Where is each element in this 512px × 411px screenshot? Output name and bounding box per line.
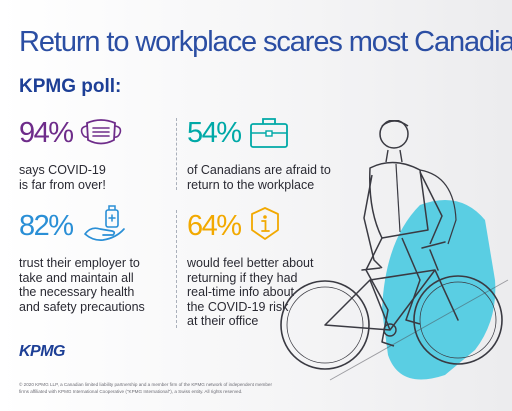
page-title: Return to workplace scares most Canadian… <box>19 26 512 58</box>
stat-description: says COVID-19 is far from over! <box>19 163 106 192</box>
stat-afraid-to-return: 54% of Canadians are afraid to return to… <box>187 117 331 192</box>
divider-bottom <box>176 210 177 328</box>
divider-top <box>176 118 177 190</box>
kpmg-logo: KPMG <box>19 343 66 360</box>
hand-sanitizer-icon <box>84 205 125 241</box>
stat-percent: 94% <box>19 117 74 149</box>
poll-subtitle: KPMG poll: <box>19 76 122 97</box>
info-icon <box>251 207 279 240</box>
stat-real-time-info: 64% would feel better about returning if… <box>187 210 313 329</box>
stat-trust-employer: 82% trust their employer to take and mai… <box>19 210 145 314</box>
face-mask-icon <box>80 119 122 145</box>
stat-percent: 54% <box>187 117 242 149</box>
stat-covid-not-over: 94% says COVID-19 is far from over! <box>19 117 106 192</box>
briefcase-icon <box>250 118 288 148</box>
cyclist-illustration <box>280 120 509 381</box>
stat-description: would feel better about returning if the… <box>187 256 314 328</box>
stat-description: of Canadians are afraid to return to the… <box>187 163 331 192</box>
stat-description: trust their employer to take and maintai… <box>19 256 145 314</box>
stat-percent: 82% <box>19 210 74 242</box>
copyright-footer: © 2020 KPMG LLP, a Canadian limited liab… <box>19 382 273 394</box>
stat-percent: 64% <box>187 210 242 242</box>
